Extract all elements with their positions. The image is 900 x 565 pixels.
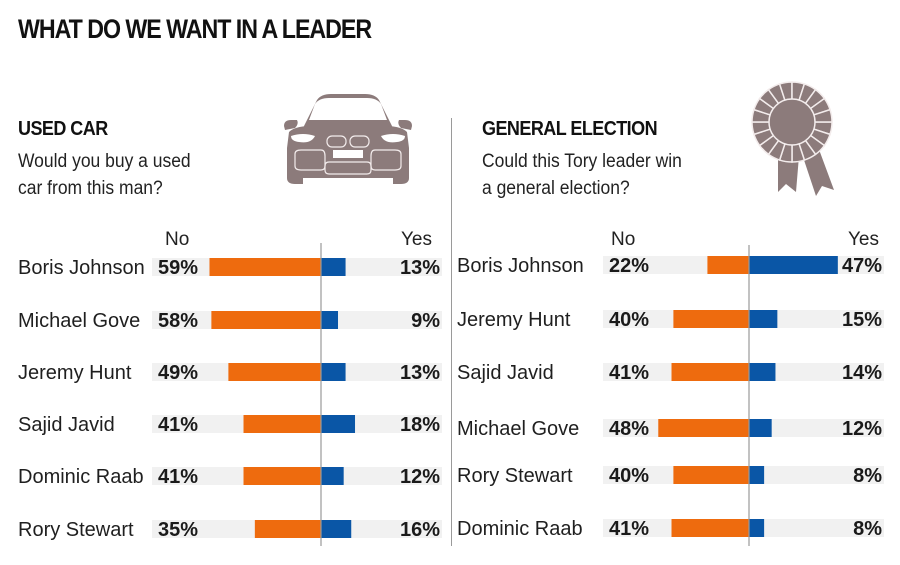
candidate-name: Boris Johnson	[18, 257, 145, 279]
yes-value-label: 13%	[400, 362, 440, 384]
rosette-petal	[812, 108, 833, 123]
used-car-section-title: USED CAR	[18, 118, 108, 140]
candidate-name: Sajid Javid	[457, 362, 554, 384]
candidate-name: Jeremy Hunt	[18, 362, 132, 384]
used-car-row: Rory Stewart 35% 16%	[18, 519, 442, 541]
used-car-row: Jeremy Hunt 49% 13%	[18, 362, 442, 384]
general-election-row: Sajid Javid 41% 14%	[457, 362, 884, 384]
rosette-icon	[751, 81, 834, 196]
no-bar	[228, 363, 321, 381]
no-bar	[671, 363, 749, 381]
yes-bar	[321, 363, 346, 381]
general-election-yes-header: Yes	[848, 229, 879, 250]
no-value-label: 41%	[609, 362, 649, 384]
candidate-name: Rory Stewart	[18, 519, 134, 541]
no-bar	[243, 467, 321, 485]
used-car-yes-header: Yes	[401, 229, 432, 250]
yes-bar	[321, 311, 339, 329]
used-car-row: Sajid Javid 41% 18%	[18, 414, 442, 436]
yes-bar	[749, 256, 838, 274]
used-car-chart: No Yes Boris Johnson 59% 13% Michael Gove 58% 9…	[18, 229, 442, 546]
yes-value-label: 13%	[400, 257, 440, 279]
candidate-name: Dominic Raab	[457, 518, 583, 540]
used-car-row: Dominic Raab 41% 12%	[18, 466, 442, 488]
yes-value-label: 47%	[842, 255, 882, 277]
yes-bar	[321, 467, 344, 485]
candidate-name: Rory Stewart	[457, 465, 573, 487]
yes-value-label: 8%	[853, 518, 882, 540]
yes-bar	[749, 519, 765, 537]
page-title: WHAT DO WE WANT IN A LEADER	[18, 14, 372, 44]
car-icon	[284, 94, 412, 184]
candidate-name: Sajid Javid	[18, 414, 115, 436]
no-bar	[658, 419, 749, 437]
yes-bar	[321, 258, 346, 276]
yes-value-label: 15%	[842, 309, 882, 331]
general-election-row: Boris Johnson 22% 47%	[457, 255, 884, 277]
yes-value-label: 16%	[400, 519, 440, 541]
general-election-row: Rory Stewart 40% 8%	[457, 465, 884, 487]
general-election-row: Dominic Raab 41% 8%	[457, 518, 884, 540]
yes-value-label: 18%	[400, 414, 440, 436]
general-election-no-header: No	[611, 229, 635, 250]
no-value-label: 49%	[158, 362, 198, 384]
no-value-label: 41%	[609, 518, 649, 540]
no-value-label: 35%	[158, 519, 198, 541]
no-value-label: 58%	[158, 310, 198, 332]
yes-bar	[749, 363, 776, 381]
no-value-label: 48%	[609, 418, 649, 440]
candidate-name: Boris Johnson	[457, 255, 584, 277]
yes-value-label: 8%	[853, 465, 882, 487]
general-election-section-title: GENERAL ELECTION	[482, 118, 658, 140]
no-value-label: 40%	[609, 465, 649, 487]
general-election-chart: No Yes Boris Johnson 22% 47% Jeremy Hunt 40% 15…	[457, 229, 884, 546]
used-car-question-line-2: car from this man?	[18, 178, 163, 199]
yes-bar	[321, 520, 352, 538]
general-election-question-line-1: Could this Tory leader win	[482, 151, 682, 172]
no-value-label: 22%	[609, 255, 649, 277]
general-election-row: Michael Gove 48% 12%	[457, 418, 884, 440]
yes-value-label: 12%	[842, 418, 882, 440]
used-car-question: Would you buy a used car from this man?	[18, 148, 191, 202]
general-election-question: Could this Tory leader win a general ele…	[482, 148, 682, 202]
yes-bar	[321, 415, 356, 433]
used-car-question-line-1: Would you buy a used	[18, 151, 191, 172]
no-bar	[671, 519, 749, 537]
no-bar	[211, 311, 321, 329]
no-value-label: 40%	[609, 309, 649, 331]
no-value-label: 59%	[158, 257, 198, 279]
general-election-question-line-2: a general election?	[482, 178, 630, 199]
candidate-name: Michael Gove	[18, 310, 140, 332]
no-bar	[209, 258, 321, 276]
no-bar	[243, 415, 321, 433]
no-bar	[673, 466, 749, 484]
used-car-row: Boris Johnson 59% 13%	[18, 257, 442, 279]
candidate-name: Dominic Raab	[18, 466, 144, 488]
candidate-name: Michael Gove	[457, 418, 579, 440]
no-bar	[673, 310, 749, 328]
no-bar	[707, 256, 749, 274]
used-car-row: Michael Gove 58% 9%	[18, 310, 442, 332]
candidate-name: Jeremy Hunt	[457, 309, 571, 331]
no-bar	[254, 520, 321, 538]
yes-bar	[749, 466, 765, 484]
section-divider	[451, 118, 452, 546]
yes-value-label: 12%	[400, 466, 440, 488]
yes-bar	[749, 419, 772, 437]
no-value-label: 41%	[158, 466, 198, 488]
yes-value-label: 9%	[411, 310, 440, 332]
used-car-no-header: No	[165, 229, 189, 250]
yes-value-label: 14%	[842, 362, 882, 384]
no-value-label: 41%	[158, 414, 198, 436]
general-election-row: Jeremy Hunt 40% 15%	[457, 309, 884, 331]
yes-bar	[749, 310, 778, 328]
